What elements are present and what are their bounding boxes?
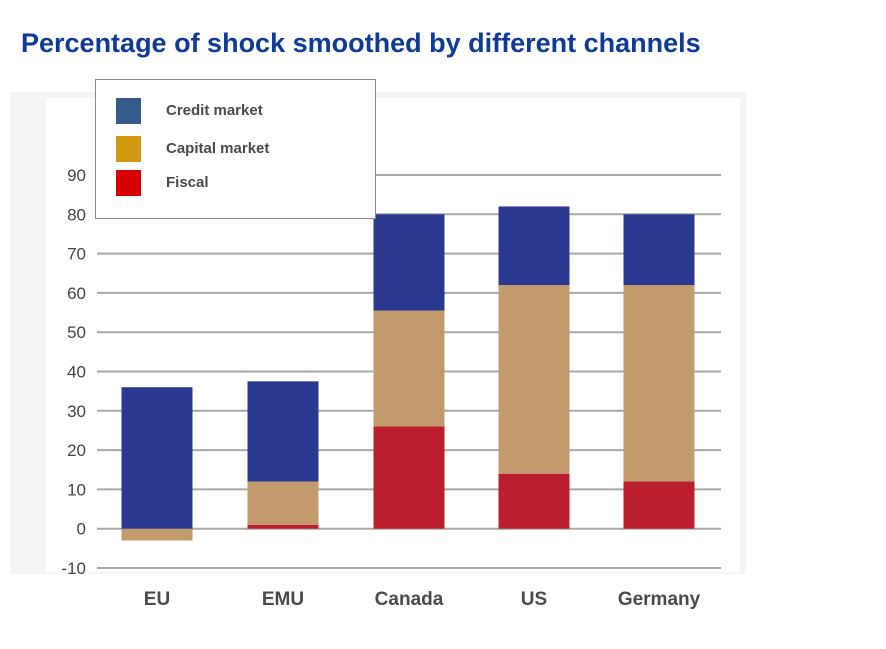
legend-label-capital-market: Capital market <box>166 140 270 157</box>
bar-emu-fiscal <box>247 524 319 529</box>
bars <box>121 206 695 541</box>
y-tick-label: 90 <box>67 166 86 185</box>
bar-germany-credit-market <box>623 214 695 286</box>
legend: Credit market Capital market Fiscal <box>95 79 376 219</box>
bar-emu-credit-market <box>247 381 319 482</box>
bar-eu-credit-market <box>121 387 193 529</box>
x-category-label: US <box>521 589 547 610</box>
x-category-label: Germany <box>618 589 701 610</box>
y-tick-label: 10 <box>67 480 86 499</box>
legend-label-fiscal: Fiscal <box>166 174 209 191</box>
legend-label-credit-market: Credit market <box>166 102 263 119</box>
bar-eu-capital-market <box>121 528 193 541</box>
bar-canada-fiscal <box>373 426 445 529</box>
x-category-label: EU <box>144 589 170 610</box>
x-axis-labels: EU EMU Canada US Germany <box>144 589 701 610</box>
bar-germany-capital-market <box>623 285 695 482</box>
legend-swatch-capital-market <box>116 136 141 162</box>
legend-swatch-credit-market <box>116 98 141 124</box>
bar-us-fiscal <box>498 473 570 529</box>
y-tick-label: 60 <box>67 284 86 303</box>
x-category-label: Canada <box>375 589 444 610</box>
bar-germany-fiscal <box>623 481 695 529</box>
bar-canada-capital-market <box>373 310 445 427</box>
bar-us-credit-market <box>498 206 570 286</box>
x-category-label: EMU <box>262 589 304 610</box>
y-tick-label: 80 <box>67 205 86 224</box>
y-tick-label: 40 <box>67 363 86 382</box>
y-tick-label: 0 <box>77 520 86 539</box>
chart-title: Percentage of shock smoothed by differen… <box>21 28 701 58</box>
bar-emu-capital-market <box>247 481 319 525</box>
legend-swatch-fiscal <box>116 170 141 196</box>
y-tick-label: 20 <box>67 441 86 460</box>
bar-us-capital-market <box>498 285 570 474</box>
y-tick-label: 30 <box>67 402 86 421</box>
y-axis-ticks: 90 80 70 60 50 40 30 20 10 0 -10 <box>61 166 86 578</box>
y-tick-label: -10 <box>61 559 86 578</box>
bar-canada-credit-market <box>373 214 445 311</box>
y-tick-label: 50 <box>67 323 86 342</box>
y-tick-label: 70 <box>67 245 86 264</box>
